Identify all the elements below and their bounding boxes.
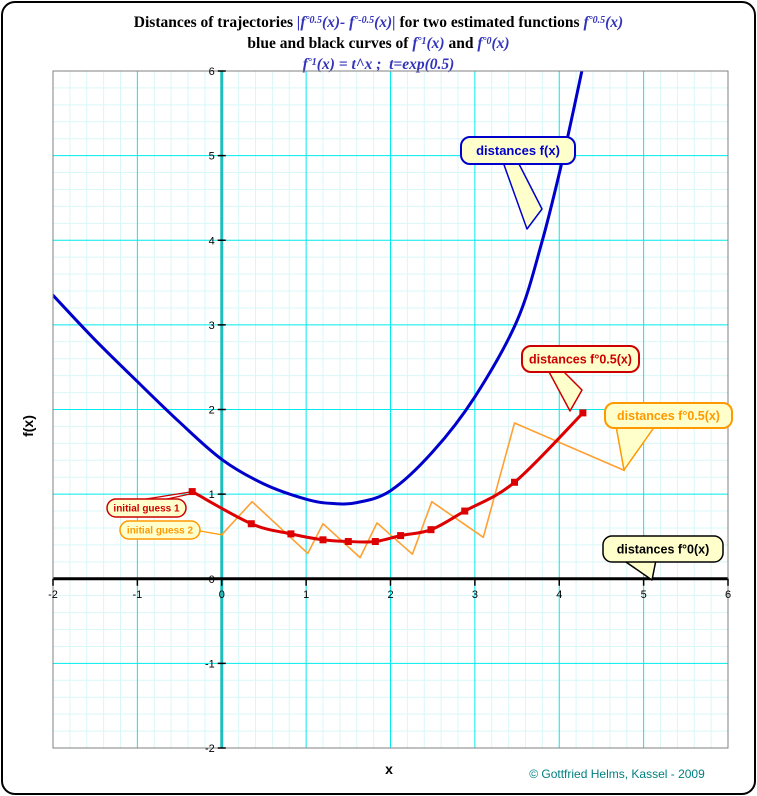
x-tick-label: 6: [725, 589, 731, 601]
y-tick-label: 0: [209, 574, 215, 586]
tick-marks: [52, 70, 729, 749]
title-text-run: f: [302, 56, 308, 73]
title-text-run: °-0.5: [354, 15, 375, 26]
callout-leader-line: [145, 491, 191, 500]
y-tick-label: 2: [209, 405, 215, 417]
title-line-1: Distances of trajectories |f°0.5(x)- f°-…: [3, 11, 754, 32]
title-text-run: f: [477, 35, 483, 52]
data-point-marker: [287, 530, 295, 538]
y-tick-label: -1: [205, 658, 215, 670]
title-text-run: f: [583, 14, 589, 31]
callout-initial-guess-2: initial guess 2: [119, 520, 224, 540]
title-text-run: °1: [417, 36, 427, 47]
title-text-run: (x): [426, 35, 445, 52]
callout-box: [604, 402, 733, 429]
callout-distances-f0: distances f°0(x): [602, 535, 724, 581]
callout-tail: [622, 559, 657, 581]
y-tick-label: 4: [209, 235, 215, 247]
data-point-marker: [579, 409, 587, 417]
title-text-run: blue and black curves of: [247, 35, 413, 52]
callout-distances-fx: distances f(x): [460, 136, 576, 230]
y-axis-title: f(x): [20, 415, 36, 437]
callout-label-distances-f05-red: distances f°0.5(x): [529, 353, 632, 367]
title-text-run: (x): [491, 35, 510, 52]
title-text-run: °1: [307, 57, 317, 68]
callout-initial-guess-1: initial guess 1: [106, 491, 191, 518]
y-tick-label: 3: [209, 320, 215, 332]
callout-distances-f05-yellow: distances f°0.5(x): [604, 402, 733, 471]
data-point-marker: [188, 488, 196, 496]
y-tick-labels: 6 5 4 3 2 1 0 -1 -2: [205, 66, 215, 755]
callout-tail: [615, 425, 656, 471]
x-tick-label: 5: [641, 589, 647, 601]
title-text-run: for two estimated functions: [395, 14, 584, 31]
y-tick-label: 1: [209, 489, 215, 501]
data-point-marker: [511, 478, 519, 486]
callout-label-distances-fx: distances f(x): [476, 143, 560, 158]
x-tick-label: -2: [48, 589, 58, 601]
title-text-run: |f: [296, 14, 306, 31]
data-point-marker: [397, 532, 405, 540]
x-tick-label: 2: [387, 589, 393, 601]
y-tick-label: -2: [205, 743, 215, 755]
data-point-marker: [371, 538, 379, 546]
title-text-run: and: [444, 35, 478, 52]
title-text-run: °0: [482, 36, 492, 47]
x-tick-label: -1: [132, 589, 142, 601]
series-markers: [188, 409, 587, 546]
callout-box: [602, 535, 724, 563]
callout-label-distances-f05-yellow: distances f°0.5(x): [617, 409, 720, 423]
callout-distances-f05-red: distances f°0.5(x): [521, 345, 640, 412]
x-tick-label: 1: [303, 589, 309, 601]
title-line-2: blue and black curves of f°1(x) and f°0(…: [3, 32, 754, 53]
title-text-run: °0.5: [305, 15, 322, 26]
x-tick-labels: -2 -1 0 1 2 3 4 5 6: [48, 589, 731, 601]
title-text-run: °0.5: [588, 15, 606, 26]
callout-box: [460, 136, 576, 165]
callout-box: [521, 345, 640, 373]
callout-label-distances-f0: distances f°0(x): [617, 543, 710, 557]
plot-canvas: -2 -1 0 1 2 3 4 5 6 6 5 4 3 2 1 0 -1 -2 x f(x) distances f(x…: [20, 66, 733, 777]
callout-box: [119, 520, 201, 540]
callout-box: [106, 498, 187, 518]
x-axis-title: x: [385, 761, 393, 777]
data-point-marker: [427, 526, 435, 534]
data-point-marker: [319, 536, 327, 544]
callout-leader-line: [199, 530, 224, 536]
y-tick-label: 5: [209, 151, 215, 163]
x-tick-label: 4: [556, 589, 562, 601]
x-tick-label: 0: [219, 589, 225, 601]
series-distances-fx: [53, 71, 584, 506]
title-text-run: Distances of trajectories: [133, 14, 297, 31]
title-text-run: (x): [605, 14, 624, 31]
title-text-run: f: [412, 35, 418, 52]
data-point-marker: [247, 520, 255, 528]
callout-leader-line: [166, 493, 191, 500]
callout-label-initial-guess-1: initial guess 1: [113, 504, 180, 515]
title-text-run: (x) = t^x ; t=exp(0.5): [316, 56, 455, 73]
copyright-text: © Gottfried Helms, Kassel - 2009: [529, 767, 705, 781]
callout-label-initial-guess-2: initial guess 2: [127, 526, 194, 537]
y-tick-label: 6: [209, 66, 215, 78]
x-tick-label: 3: [472, 589, 478, 601]
chart-title: Distances of trajectories |f°0.5(x)- f°-…: [3, 11, 754, 74]
title-text-run: (x)- f: [321, 14, 355, 31]
data-point-marker: [344, 538, 352, 546]
title-line-3: f°1(x) = t^x ; t=exp(0.5): [3, 53, 754, 74]
title-text-run: (x)|: [374, 14, 396, 31]
data-point-marker: [461, 507, 469, 515]
